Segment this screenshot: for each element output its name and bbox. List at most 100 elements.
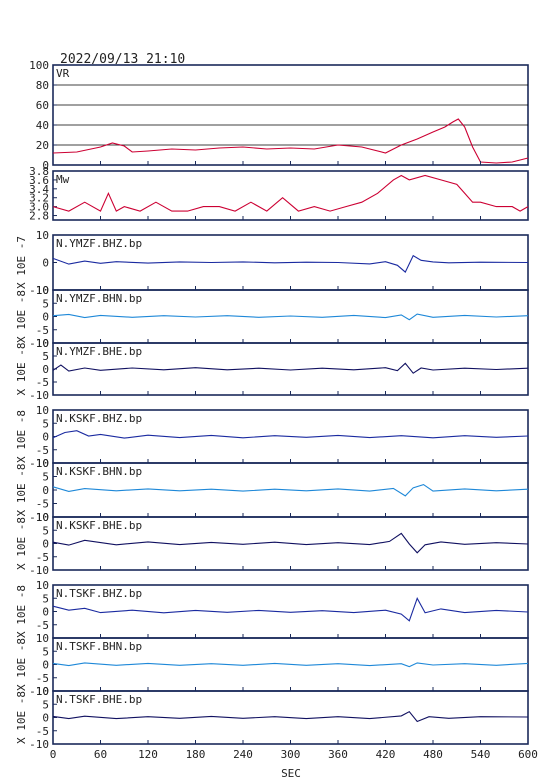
- y-tick-label: -5: [36, 672, 49, 685]
- x-tick-label: 180: [186, 748, 206, 761]
- y-tick-label: -10: [29, 337, 49, 350]
- x-tick-label: 540: [471, 748, 491, 761]
- x-tick-label: 480: [423, 748, 443, 761]
- y-axis-label: X 10E -8: [15, 290, 28, 343]
- series-line: [52, 174, 529, 212]
- y-tick-label: 0: [42, 311, 49, 324]
- y-tick-label: 2.8: [29, 210, 49, 223]
- y-tick-label: -5: [36, 725, 49, 738]
- y-axis-label: X 10E -8: [15, 343, 28, 396]
- y-tick-label: -5: [36, 324, 49, 337]
- y-tick-label: 5: [42, 297, 49, 310]
- x-axis: 0 60 120 180 240 300 360 420 480 540 600: [50, 748, 538, 761]
- panel-label: VR: [56, 67, 70, 80]
- y-tick-label: -5: [36, 619, 49, 632]
- series-line: [52, 711, 529, 723]
- y-tick-label: -5: [36, 376, 49, 389]
- panel-frame: [52, 64, 529, 166]
- panel-label: N.TSKF.BHE.bp: [56, 693, 142, 706]
- y-tick-label: 3.6: [29, 174, 49, 187]
- y-tick-label: 0: [42, 159, 49, 172]
- y-tick-label: 5: [42, 645, 49, 658]
- y-tick-label: 3.4: [29, 183, 49, 196]
- y-tick-label: 0: [42, 484, 49, 497]
- y-tick-label: 0: [42, 606, 49, 619]
- y-tick-label: 10: [36, 511, 49, 524]
- panel-label: N.YMZF.BHN.bp: [56, 292, 142, 305]
- y-tick-label: 100: [29, 59, 49, 72]
- panel-vr: 0 20 40 60 80 100 VR: [29, 59, 529, 172]
- panel-label: N.KSKF.BHE.bp: [56, 519, 142, 532]
- y-tick-label: 20: [36, 139, 49, 152]
- y-tick-label: 0: [42, 538, 49, 551]
- y-tick-label: 3.0: [29, 201, 49, 214]
- panels-group: 020406080100VR2.83.03.23.43.63.8Mw-10010…: [15, 59, 529, 751]
- y-tick-label: 0: [42, 712, 49, 725]
- y-tick-label: 0: [42, 257, 49, 270]
- panel-label: N.YMZF.BHE.bp: [56, 345, 142, 358]
- y-tick-label: 5: [42, 524, 49, 537]
- x-tick-label: 600: [518, 748, 538, 761]
- y-tick-label: -10: [29, 685, 49, 698]
- series-line: [52, 662, 529, 668]
- series-line: [52, 596, 529, 622]
- y-tick-label: 10: [36, 685, 49, 698]
- y-tick-label: -5: [36, 551, 49, 564]
- y-tick-label: 5: [42, 350, 49, 363]
- series-line: [52, 118, 529, 164]
- panel-mw: 2.83.03.23.43.63.8 Mw: [29, 165, 529, 223]
- x-tick-label: 120: [138, 748, 158, 761]
- y-tick-label: 10: [36, 632, 49, 645]
- y-tick-label: 5: [42, 417, 49, 430]
- y-axis-label: X 10E -8: [15, 410, 28, 463]
- y-tick-label: 60: [36, 99, 49, 112]
- x-tick-label: 240: [233, 748, 253, 761]
- panel-ymzf-bhn: -10-505 10 X 10E -8 N.YMZF.BHN.bp: [15, 284, 529, 350]
- y-tick-label: 0: [42, 431, 49, 444]
- y-tick-label: 10: [36, 337, 49, 350]
- y-axis-label: X 10E -8: [15, 585, 28, 638]
- y-tick-label: 40: [36, 119, 49, 132]
- y-tick-label: -10: [29, 738, 49, 751]
- y-tick-label: 5: [42, 471, 49, 484]
- y-tick-label: 10: [36, 579, 49, 592]
- series-line: [52, 430, 529, 439]
- y-tick-label: -10: [29, 511, 49, 524]
- x-axis-label: SEC: [281, 767, 301, 780]
- y-tick-label: 80: [36, 79, 49, 92]
- y-tick-label: 10: [36, 229, 49, 242]
- y-tick-label: -5: [36, 444, 49, 457]
- y-tick-label: -10: [29, 457, 49, 470]
- y-tick-label: -5: [36, 498, 49, 511]
- panel-label: Mw: [56, 173, 70, 186]
- panel-label: N.YMZF.BHZ.bp: [56, 237, 142, 250]
- panel-label: N.TSKF.BHN.bp: [56, 640, 142, 653]
- series-line: [52, 254, 529, 273]
- x-tick-label: 60: [94, 748, 107, 761]
- y-axis-label: X 10E -8: [15, 638, 28, 691]
- y-tick-label: 5: [42, 698, 49, 711]
- x-tick-label: 0: [50, 748, 57, 761]
- y-tick-label: 10: [36, 457, 49, 470]
- series-line: [52, 362, 529, 374]
- y-tick-label: 0: [42, 363, 49, 376]
- x-tick-label: 420: [376, 748, 396, 761]
- panel-ymzf-bhz: -10 0 10 X 10E -7 N.YMZF.BHZ.bp: [15, 229, 529, 297]
- y-tick-label: -10: [29, 564, 49, 577]
- figure-title: 2022/09/13 21:10: [60, 52, 185, 67]
- y-tick-label: 0: [42, 659, 49, 672]
- x-tick-label: 300: [281, 748, 301, 761]
- series-line: [52, 532, 529, 554]
- y-axis-label: X 10E -8: [15, 517, 28, 570]
- y-axis-label: X 10E -8: [15, 691, 28, 744]
- x-tick-label: 360: [328, 748, 348, 761]
- y-tick-label: -10: [29, 389, 49, 402]
